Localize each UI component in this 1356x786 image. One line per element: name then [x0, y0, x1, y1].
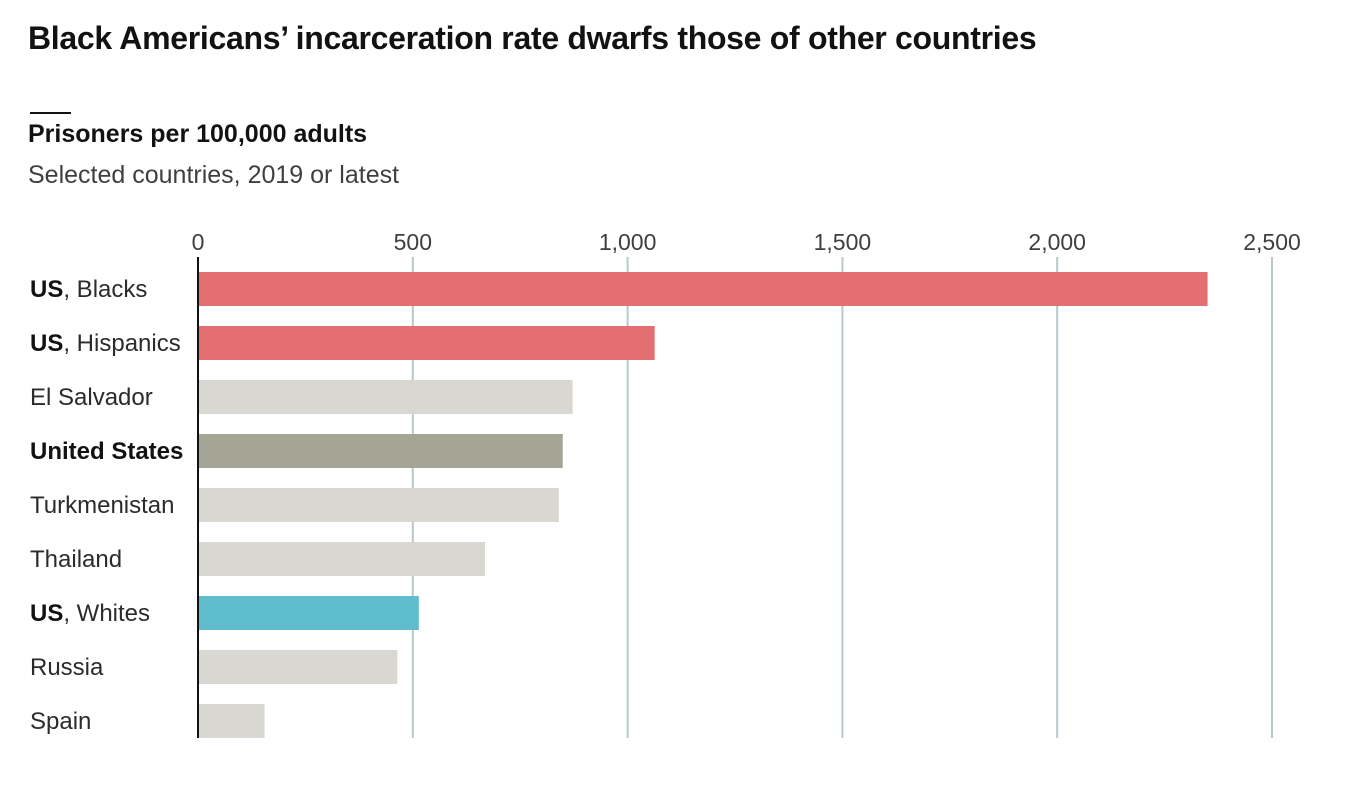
category-label-bold: US — [30, 600, 63, 627]
category-label: US, Blacks — [30, 276, 147, 303]
category-label-text: Russia — [30, 654, 104, 681]
category-label-text: , Hispanics — [63, 330, 180, 357]
category-label: Russia — [30, 654, 104, 681]
category-label-text: El Salvador — [30, 384, 153, 411]
category-label: Thailand — [30, 546, 122, 573]
chart-note: Selected countries, 2019 or latest — [28, 161, 400, 189]
category-label-bold: US — [30, 330, 63, 357]
bar — [198, 542, 485, 576]
bar — [198, 488, 559, 522]
bar — [198, 596, 419, 630]
bar — [198, 650, 398, 684]
category-label: United States — [30, 438, 183, 465]
category-label-text: Spain — [30, 708, 91, 735]
category-label: Spain — [30, 708, 91, 735]
category-label-text: , Blacks — [63, 276, 147, 303]
x-tick-label: 1,000 — [599, 229, 657, 255]
chart-subtitle: Prisoners per 100,000 adults — [28, 120, 368, 148]
category-label: US, Whites — [30, 600, 150, 627]
category-label-bold: US — [30, 276, 63, 303]
bar — [198, 434, 563, 468]
category-label: El Salvador — [30, 384, 153, 411]
x-tick-label: 500 — [394, 229, 432, 255]
x-tick-label: 2,500 — [1243, 229, 1301, 255]
bar — [198, 272, 1208, 306]
bar — [198, 380, 573, 414]
x-tick-label: 1,500 — [814, 229, 872, 255]
bar — [198, 704, 265, 738]
category-label: US, Hispanics — [30, 330, 181, 357]
title-rule — [30, 112, 71, 114]
x-tick-label: 2,000 — [1028, 229, 1086, 255]
category-label-text: Thailand — [30, 546, 122, 573]
category-label: Turkmenistan — [30, 492, 175, 519]
category-label-text: , Whites — [63, 600, 150, 627]
bar — [198, 326, 655, 360]
chart-title: Black Americans’ incarceration rate dwar… — [28, 20, 1037, 56]
category-label-bold: United States — [30, 438, 183, 465]
x-tick-label: 0 — [192, 229, 205, 255]
category-label-text: Turkmenistan — [30, 492, 175, 519]
